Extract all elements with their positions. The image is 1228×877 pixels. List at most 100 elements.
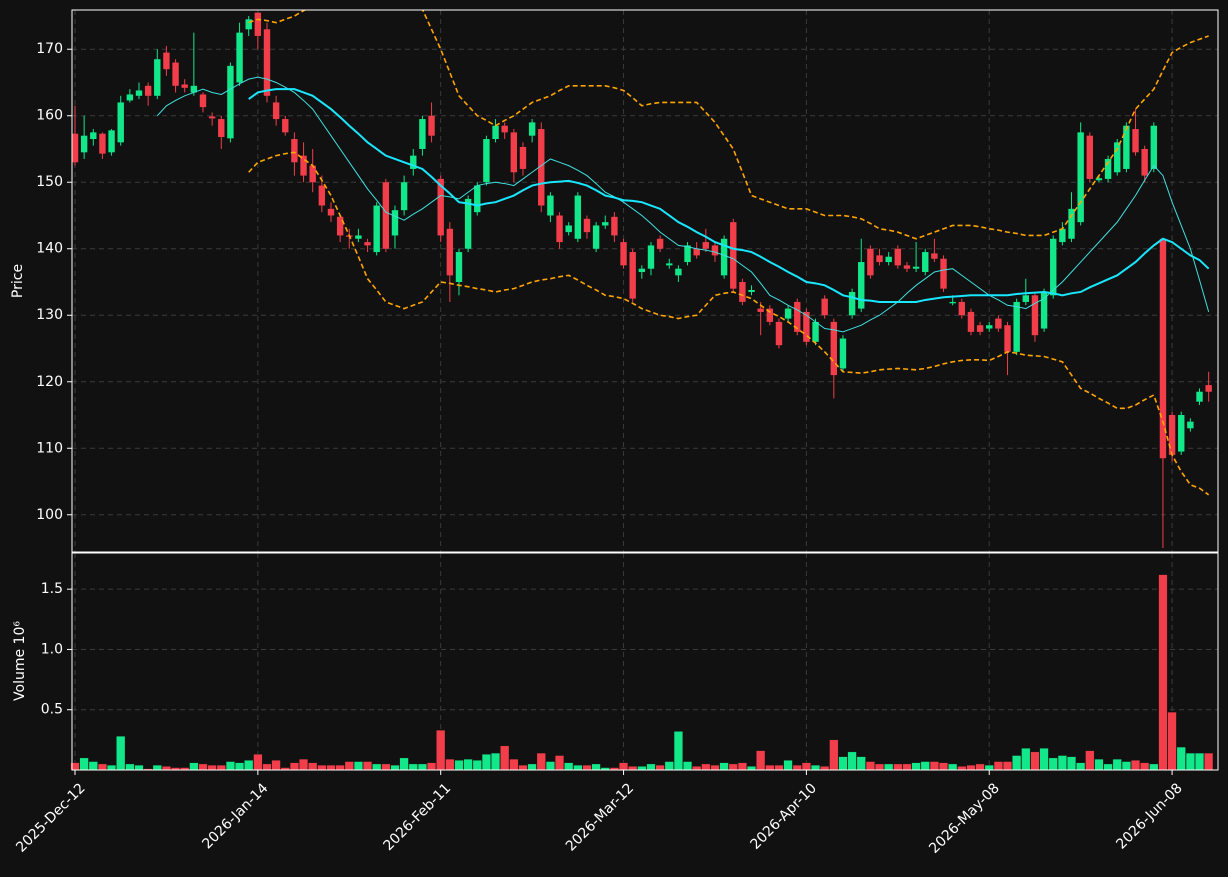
candle-body — [666, 263, 673, 266]
candle-body — [144, 85, 152, 96]
y-tick-label: 170 — [36, 41, 63, 57]
volume-bar — [1030, 751, 1040, 771]
volume-bar — [335, 765, 345, 771]
candle-body — [464, 198, 472, 249]
volume-bar — [765, 765, 775, 771]
candle-body — [547, 195, 554, 216]
volume-bar — [436, 730, 446, 771]
volume-bar — [783, 760, 793, 771]
overlay-line — [248, 88, 1210, 303]
volume-bar — [1057, 755, 1067, 771]
candle-body — [1068, 208, 1075, 239]
volume-bar — [225, 761, 235, 771]
volume-bar — [673, 731, 683, 771]
candle-body — [848, 291, 856, 316]
candle-body — [583, 218, 591, 233]
volume-bar — [737, 762, 747, 771]
volume-bar — [509, 759, 519, 771]
candle-body — [931, 253, 938, 259]
candle-body — [894, 248, 902, 266]
volume-bar — [372, 763, 382, 771]
y-tick-label: 160 — [36, 108, 63, 124]
volume-bar — [856, 756, 866, 771]
candle-body — [154, 59, 161, 96]
volume-bar — [646, 763, 656, 771]
candle-body — [1077, 132, 1084, 223]
volume-bar — [692, 766, 702, 771]
price-frame — [71, 9, 1219, 553]
candle-body — [80, 135, 88, 153]
volume-bar — [966, 765, 976, 771]
volume-bar — [463, 759, 473, 771]
candle-body — [455, 252, 463, 282]
candle-body — [757, 308, 764, 312]
y-tick-label: 1.5 — [41, 581, 63, 597]
candle-body — [876, 255, 883, 263]
candle-body — [958, 301, 966, 316]
candle-body — [940, 258, 947, 289]
y-tick-label: 140 — [36, 241, 63, 257]
candle-body — [830, 321, 838, 376]
candle-body — [647, 245, 655, 269]
candle-body — [446, 228, 454, 276]
candle-body — [812, 321, 819, 342]
candle-body — [1159, 238, 1167, 459]
volume-bar — [1048, 757, 1058, 771]
candle-body — [775, 321, 783, 346]
volume-bar — [536, 752, 546, 771]
candle-body — [858, 262, 865, 309]
volume-bar — [875, 763, 884, 771]
candle-body — [656, 238, 664, 249]
volume-bar — [683, 761, 692, 771]
candle-body — [556, 215, 563, 243]
candle-body — [117, 102, 124, 143]
candle-body — [711, 245, 719, 256]
volume-bar — [417, 763, 427, 771]
candle-body — [318, 185, 326, 206]
volume-bar — [326, 765, 336, 771]
volume-bar — [820, 766, 830, 771]
price-plot — [72, 10, 1212, 549]
candle-body — [99, 133, 106, 154]
candle-body — [1004, 325, 1011, 352]
candle-body — [611, 216, 618, 236]
volume-bar — [207, 765, 217, 771]
candle-body — [236, 32, 243, 83]
candle-body — [373, 205, 380, 253]
candle-body — [355, 235, 362, 239]
candle-body — [327, 208, 335, 216]
volume-bar — [555, 755, 564, 771]
candle-body — [163, 52, 170, 70]
candle-body — [263, 29, 271, 96]
volume-bar — [527, 763, 537, 771]
candle-body — [90, 132, 97, 140]
volume-bar — [253, 754, 263, 771]
volume-bar — [920, 761, 930, 771]
volume-bar — [500, 745, 510, 771]
candle-body — [108, 130, 115, 153]
volume-bar — [308, 762, 318, 771]
candle-body — [492, 125, 499, 140]
volume-bar — [564, 762, 574, 771]
volume-bar — [1021, 748, 1031, 771]
candle-body — [419, 119, 426, 149]
candle-body — [730, 222, 737, 289]
candle-body — [620, 242, 627, 266]
volume-bar — [701, 763, 711, 771]
volume-bar — [353, 761, 363, 771]
candle-body — [1123, 125, 1130, 169]
candle-body — [282, 119, 289, 133]
candle-body — [172, 62, 179, 86]
volume-bar — [491, 752, 500, 771]
volume-bar — [884, 763, 894, 771]
volume-bar — [1167, 711, 1177, 771]
candle-body — [995, 318, 1002, 329]
volume-bar — [811, 765, 820, 771]
volume-bar — [1195, 752, 1204, 771]
volume-bar — [116, 736, 126, 771]
volume-bar — [847, 751, 857, 771]
candle-body — [364, 242, 371, 246]
candle-body — [1178, 415, 1185, 452]
candle-body — [181, 84, 188, 88]
